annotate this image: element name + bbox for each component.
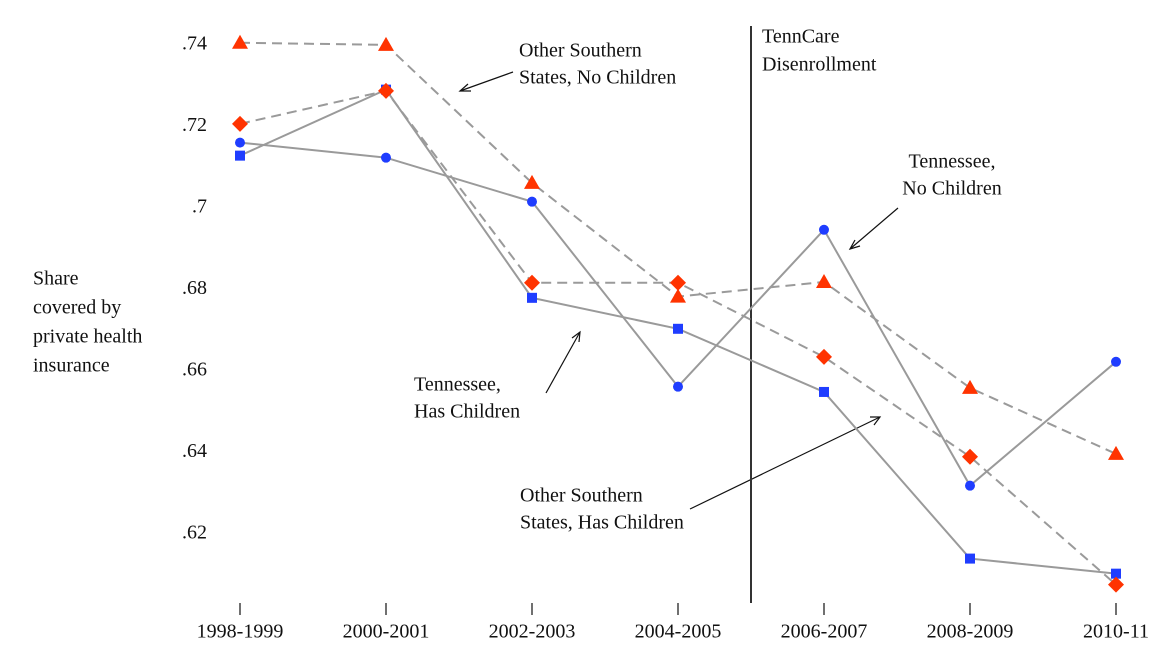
annotation: Has Children <box>414 401 520 423</box>
arrow <box>459 71 514 92</box>
point <box>1111 568 1121 579</box>
point <box>670 288 686 303</box>
point <box>819 224 829 235</box>
x-tick-label: 2008-2009 <box>927 621 1014 643</box>
x-tick-label: 2002-2003 <box>489 621 576 643</box>
point <box>232 34 248 49</box>
point <box>962 448 978 465</box>
point <box>962 379 978 394</box>
point <box>235 137 245 148</box>
x-tick-label: 2006-2007 <box>781 621 868 643</box>
arrows <box>458 71 899 510</box>
point <box>1108 445 1124 460</box>
y-axis-label: private health <box>33 326 142 348</box>
y-tick-label: .64 <box>182 440 207 462</box>
series-line <box>239 41 1117 455</box>
x-tick-label: 2004-2005 <box>635 621 722 643</box>
point <box>235 150 245 161</box>
point <box>1108 576 1124 593</box>
point <box>965 553 975 564</box>
point <box>527 292 537 303</box>
point <box>673 381 683 392</box>
arrow-head <box>870 416 882 426</box>
annotation: Other Southern <box>519 40 642 62</box>
event-label: TennCare <box>762 26 840 48</box>
y-tick-label: .7 <box>192 195 207 217</box>
point <box>527 196 537 207</box>
point <box>381 152 391 163</box>
y-axis-label: Share <box>33 268 79 290</box>
annotation: Tennessee, <box>414 374 501 396</box>
point <box>673 323 683 334</box>
y-axis-label: covered by <box>33 297 121 319</box>
arrow-head <box>458 83 471 92</box>
point <box>670 274 686 291</box>
event-label: Disenrollment <box>762 54 877 76</box>
y-axis-label: insurance <box>33 355 110 377</box>
annotation: Other Southern <box>520 485 643 507</box>
annotation: States, No Children <box>519 67 676 89</box>
point <box>524 274 540 291</box>
point <box>819 386 829 397</box>
annotation: States, Has Children <box>520 512 684 534</box>
point <box>232 115 248 132</box>
y-tick-label: .68 <box>182 277 207 299</box>
x-tick-label: 2010-11 <box>1083 621 1149 643</box>
y-tick-label: .74 <box>182 32 207 54</box>
arrow <box>545 331 581 394</box>
y-tick-label: .66 <box>182 358 207 380</box>
annotation: No Children <box>902 178 1001 200</box>
point <box>965 480 975 491</box>
annotation: Tennessee, <box>909 151 996 173</box>
point <box>524 174 540 189</box>
arrow <box>849 207 899 250</box>
point <box>378 82 394 99</box>
x-tick-label: 1998-1999 <box>197 621 284 643</box>
point <box>816 348 832 365</box>
point <box>1111 356 1121 367</box>
y-tick-label: .72 <box>182 114 207 136</box>
y-tick-label: .62 <box>182 521 207 543</box>
point <box>816 273 832 288</box>
x-tick-label: 2000-2001 <box>343 621 430 643</box>
arrow <box>689 416 881 510</box>
arrow-head <box>571 330 581 343</box>
arrow-head <box>848 239 861 250</box>
point <box>378 36 394 51</box>
